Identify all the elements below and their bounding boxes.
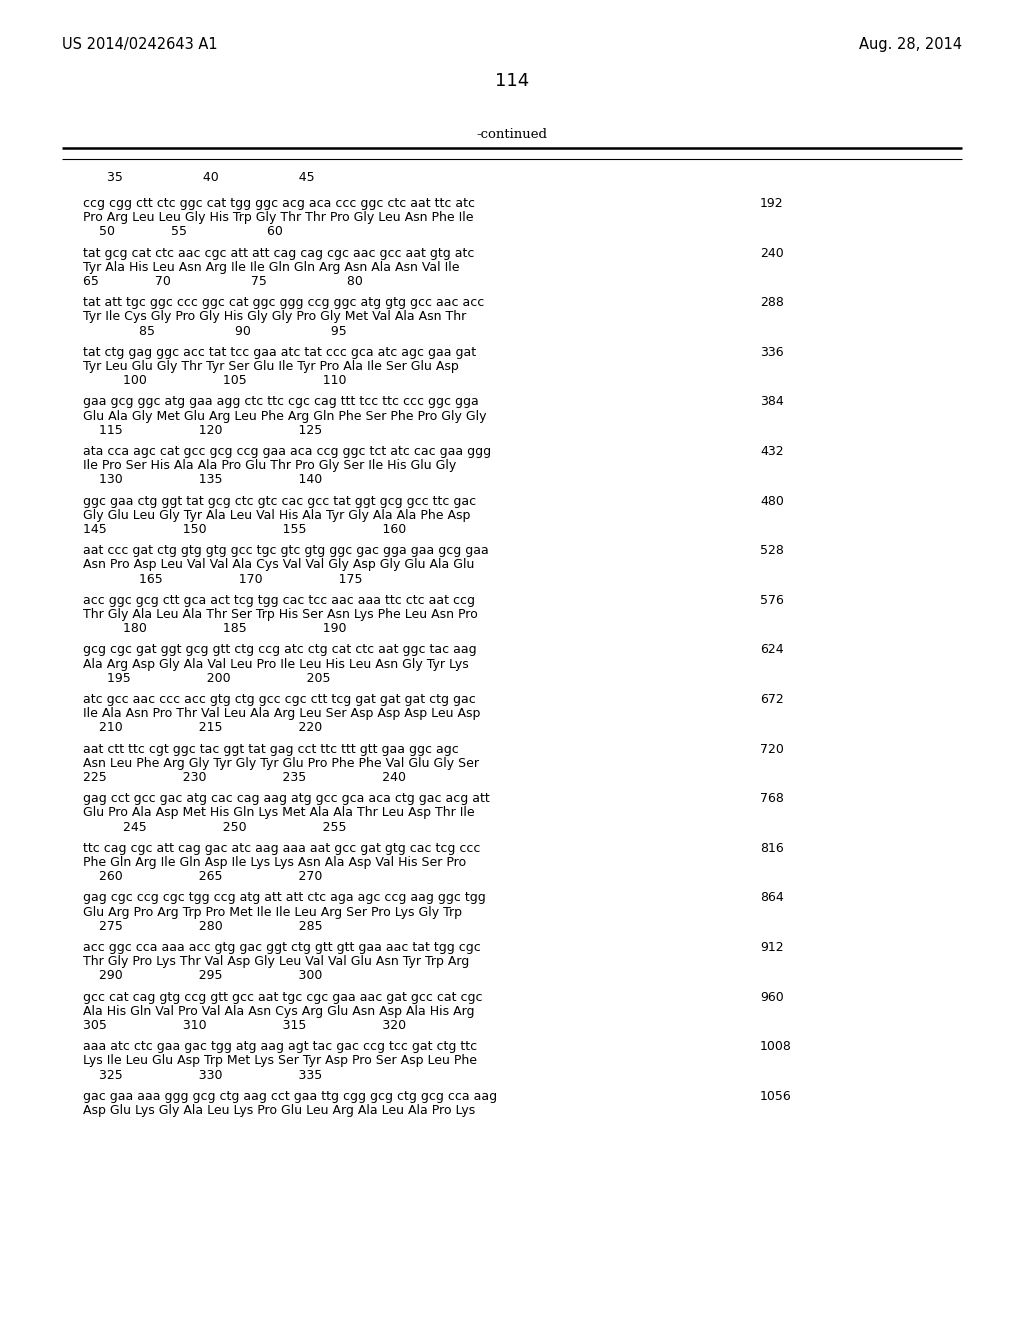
Text: Gly Glu Leu Gly Tyr Ala Leu Val His Ala Tyr Gly Ala Ala Phe Asp: Gly Glu Leu Gly Tyr Ala Leu Val His Ala … <box>83 508 470 521</box>
Text: 816: 816 <box>760 842 783 855</box>
Text: 290                   295                   300: 290 295 300 <box>83 969 323 982</box>
Text: 35                    40                    45: 35 40 45 <box>83 172 314 183</box>
Text: 960: 960 <box>760 990 783 1003</box>
Text: 260                   265                   270: 260 265 270 <box>83 870 323 883</box>
Text: aat ctt ttc cgt ggc tac ggt tat gag cct ttc ttt gtt gaa ggc agc: aat ctt ttc cgt ggc tac ggt tat gag cct … <box>83 743 459 755</box>
Text: atc gcc aac ccc acc gtg ctg gcc cgc ctt tcg gat gat gat ctg gac: atc gcc aac ccc acc gtg ctg gcc cgc ctt … <box>83 693 476 706</box>
Text: Lys Ile Leu Glu Asp Trp Met Lys Ser Tyr Asp Pro Ser Asp Leu Phe: Lys Ile Leu Glu Asp Trp Met Lys Ser Tyr … <box>83 1055 477 1068</box>
Text: gag cct gcc gac atg cac cag aag atg gcc gca aca ctg gac acg att: gag cct gcc gac atg cac cag aag atg gcc … <box>83 792 489 805</box>
Text: ggc gaa ctg ggt tat gcg ctc gtc cac gcc tat ggt gcg gcc ttc gac: ggc gaa ctg ggt tat gcg ctc gtc cac gcc … <box>83 495 476 508</box>
Text: gac gaa aaa ggg gcg ctg aag cct gaa ttg cgg gcg ctg gcg cca aag: gac gaa aaa ggg gcg ctg aag cct gaa ttg … <box>83 1090 497 1102</box>
Text: 325                   330                   335: 325 330 335 <box>83 1069 323 1081</box>
Text: Ala His Gln Val Pro Val Ala Asn Cys Arg Glu Asn Asp Ala His Arg: Ala His Gln Val Pro Val Ala Asn Cys Arg … <box>83 1005 474 1018</box>
Text: 180                   185                   190: 180 185 190 <box>83 622 346 635</box>
Text: tat gcg cat ctc aac cgc att att cag cag cgc aac gcc aat gtg atc: tat gcg cat ctc aac cgc att att cag cag … <box>83 247 474 260</box>
Text: Pro Arg Leu Leu Gly His Trp Gly Thr Thr Pro Gly Leu Asn Phe Ile: Pro Arg Leu Leu Gly His Trp Gly Thr Thr … <box>83 211 473 224</box>
Text: Ala Arg Asp Gly Ala Val Leu Pro Ile Leu His Leu Asn Gly Tyr Lys: Ala Arg Asp Gly Ala Val Leu Pro Ile Leu … <box>83 657 469 671</box>
Text: 672: 672 <box>760 693 783 706</box>
Text: 50              55                    60: 50 55 60 <box>83 226 283 239</box>
Text: 114: 114 <box>495 73 529 90</box>
Text: 85                    90                    95: 85 90 95 <box>83 325 347 338</box>
Text: ttc cag cgc att cag gac atc aag aaa aat gcc gat gtg cac tcg ccc: ttc cag cgc att cag gac atc aag aaa aat … <box>83 842 480 855</box>
Text: 768: 768 <box>760 792 784 805</box>
Text: acc ggc cca aaa acc gtg gac ggt ctg gtt gtt gaa aac tat tgg cgc: acc ggc cca aaa acc gtg gac ggt ctg gtt … <box>83 941 480 954</box>
Text: 576: 576 <box>760 594 784 607</box>
Text: Asn Leu Phe Arg Gly Tyr Gly Tyr Glu Pro Phe Phe Val Glu Gly Ser: Asn Leu Phe Arg Gly Tyr Gly Tyr Glu Pro … <box>83 756 479 770</box>
Text: 130                   135                   140: 130 135 140 <box>83 474 323 486</box>
Text: 1008: 1008 <box>760 1040 792 1053</box>
Text: Glu Ala Gly Met Glu Arg Leu Phe Arg Gln Phe Ser Phe Pro Gly Gly: Glu Ala Gly Met Glu Arg Leu Phe Arg Gln … <box>83 409 486 422</box>
Text: 245                   250                   255: 245 250 255 <box>83 821 346 834</box>
Text: 384: 384 <box>760 396 783 408</box>
Text: Tyr Ile Cys Gly Pro Gly His Gly Gly Pro Gly Met Val Ala Asn Thr: Tyr Ile Cys Gly Pro Gly His Gly Gly Pro … <box>83 310 466 323</box>
Text: aat ccc gat ctg gtg gtg gcc tgc gtc gtg ggc gac gga gaa gcg gaa: aat ccc gat ctg gtg gtg gcc tgc gtc gtg … <box>83 544 488 557</box>
Text: Asn Pro Asp Leu Val Val Ala Cys Val Val Gly Asp Gly Glu Ala Glu: Asn Pro Asp Leu Val Val Ala Cys Val Val … <box>83 558 474 572</box>
Text: gcc cat cag gtg ccg gtt gcc aat tgc cgc gaa aac gat gcc cat cgc: gcc cat cag gtg ccg gtt gcc aat tgc cgc … <box>83 990 482 1003</box>
Text: Ile Pro Ser His Ala Ala Pro Glu Thr Pro Gly Ser Ile His Glu Gly: Ile Pro Ser His Ala Ala Pro Glu Thr Pro … <box>83 459 457 473</box>
Text: Aug. 28, 2014: Aug. 28, 2014 <box>859 37 962 51</box>
Text: 864: 864 <box>760 891 783 904</box>
Text: 65              70                    75                    80: 65 70 75 80 <box>83 275 362 288</box>
Text: Glu Pro Ala Asp Met His Gln Lys Met Ala Ala Thr Leu Asp Thr Ile: Glu Pro Ala Asp Met His Gln Lys Met Ala … <box>83 807 475 820</box>
Text: Tyr Leu Glu Gly Thr Tyr Ser Glu Ile Tyr Pro Ala Ile Ser Glu Asp: Tyr Leu Glu Gly Thr Tyr Ser Glu Ile Tyr … <box>83 360 459 374</box>
Text: 528: 528 <box>760 544 784 557</box>
Text: 624: 624 <box>760 643 783 656</box>
Text: 195                   200                   205: 195 200 205 <box>83 672 331 685</box>
Text: 912: 912 <box>760 941 783 954</box>
Text: 145                   150                   155                   160: 145 150 155 160 <box>83 523 407 536</box>
Text: Glu Arg Pro Arg Trp Pro Met Ile Ile Leu Arg Ser Pro Lys Gly Trp: Glu Arg Pro Arg Trp Pro Met Ile Ile Leu … <box>83 906 462 919</box>
Text: 720: 720 <box>760 743 784 755</box>
Text: 240: 240 <box>760 247 783 260</box>
Text: 288: 288 <box>760 296 784 309</box>
Text: gag cgc ccg cgc tgg ccg atg att att ctc aga agc ccg aag ggc tgg: gag cgc ccg cgc tgg ccg atg att att ctc … <box>83 891 485 904</box>
Text: US 2014/0242643 A1: US 2014/0242643 A1 <box>62 37 218 51</box>
Text: 192: 192 <box>760 197 783 210</box>
Text: Tyr Ala His Leu Asn Arg Ile Ile Gln Gln Arg Asn Ala Asn Val Ile: Tyr Ala His Leu Asn Arg Ile Ile Gln Gln … <box>83 261 460 273</box>
Text: tat att tgc ggc ccc ggc cat ggc ggg ccg ggc atg gtg gcc aac acc: tat att tgc ggc ccc ggc cat ggc ggg ccg … <box>83 296 484 309</box>
Text: gaa gcg ggc atg gaa agg ctc ttc cgc cag ttt tcc ttc ccc ggc gga: gaa gcg ggc atg gaa agg ctc ttc cgc cag … <box>83 396 479 408</box>
Text: 225                   230                   235                   240: 225 230 235 240 <box>83 771 406 784</box>
Text: -continued: -continued <box>476 128 548 141</box>
Text: 480: 480 <box>760 495 784 508</box>
Text: acc ggc gcg ctt gca act tcg tgg cac tcc aac aaa ttc ctc aat ccg: acc ggc gcg ctt gca act tcg tgg cac tcc … <box>83 594 475 607</box>
Text: 210                   215                   220: 210 215 220 <box>83 722 323 734</box>
Text: tat ctg gag ggc acc tat tcc gaa atc tat ccc gca atc agc gaa gat: tat ctg gag ggc acc tat tcc gaa atc tat … <box>83 346 476 359</box>
Text: ccg cgg ctt ctc ggc cat tgg ggc acg aca ccc ggc ctc aat ttc atc: ccg cgg ctt ctc ggc cat tgg ggc acg aca … <box>83 197 475 210</box>
Text: 100                   105                   110: 100 105 110 <box>83 374 346 387</box>
Text: 432: 432 <box>760 445 783 458</box>
Text: 275                   280                   285: 275 280 285 <box>83 920 323 933</box>
Text: Asp Glu Lys Gly Ala Leu Lys Pro Glu Leu Arg Ala Leu Ala Pro Lys: Asp Glu Lys Gly Ala Leu Lys Pro Glu Leu … <box>83 1104 475 1117</box>
Text: Thr Gly Ala Leu Ala Thr Ser Trp His Ser Asn Lys Phe Leu Asn Pro: Thr Gly Ala Leu Ala Thr Ser Trp His Ser … <box>83 609 478 620</box>
Text: 305                   310                   315                   320: 305 310 315 320 <box>83 1019 407 1032</box>
Text: Ile Ala Asn Pro Thr Val Leu Ala Arg Leu Ser Asp Asp Asp Leu Asp: Ile Ala Asn Pro Thr Val Leu Ala Arg Leu … <box>83 708 480 721</box>
Text: Thr Gly Pro Lys Thr Val Asp Gly Leu Val Val Glu Asn Tyr Trp Arg: Thr Gly Pro Lys Thr Val Asp Gly Leu Val … <box>83 956 469 968</box>
Text: aaa atc ctc gaa gac tgg atg aag agt tac gac ccg tcc gat ctg ttc: aaa atc ctc gaa gac tgg atg aag agt tac … <box>83 1040 477 1053</box>
Text: Phe Gln Arg Ile Gln Asp Ile Lys Lys Asn Ala Asp Val His Ser Pro: Phe Gln Arg Ile Gln Asp Ile Lys Lys Asn … <box>83 855 466 869</box>
Text: 115                   120                   125: 115 120 125 <box>83 424 323 437</box>
Text: 165                   170                   175: 165 170 175 <box>83 573 362 586</box>
Text: 1056: 1056 <box>760 1090 792 1102</box>
Text: 336: 336 <box>760 346 783 359</box>
Text: ata cca agc cat gcc gcg ccg gaa aca ccg ggc tct atc cac gaa ggg: ata cca agc cat gcc gcg ccg gaa aca ccg … <box>83 445 492 458</box>
Text: gcg cgc gat ggt gcg gtt ctg ccg atc ctg cat ctc aat ggc tac aag: gcg cgc gat ggt gcg gtt ctg ccg atc ctg … <box>83 643 476 656</box>
